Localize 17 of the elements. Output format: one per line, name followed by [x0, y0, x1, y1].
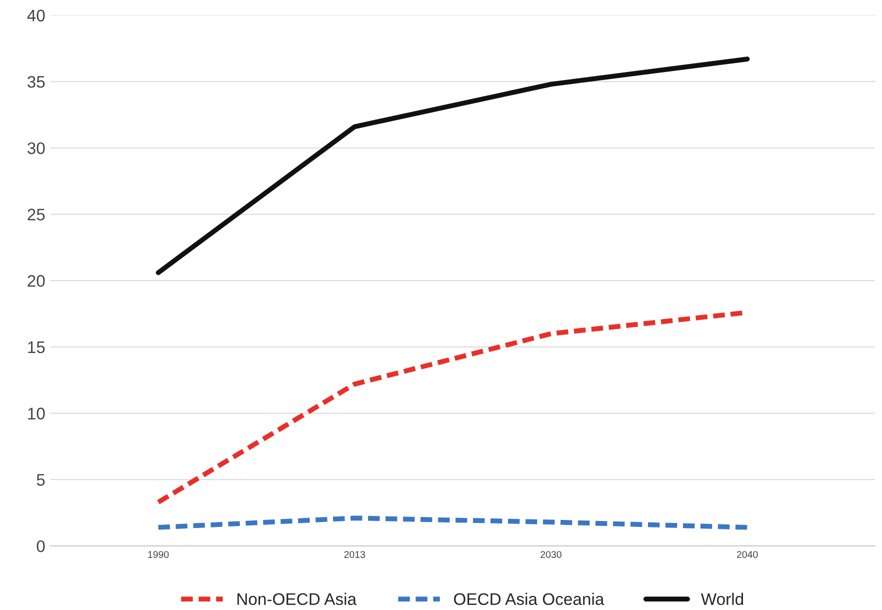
y-tick-label: 20 [28, 275, 45, 287]
y-tick-label: 10 [28, 408, 45, 420]
y-tick-label: 5 [36, 474, 45, 486]
x-tick-label: 2013 [344, 551, 366, 558]
y-tick-label: 0 [36, 540, 45, 552]
legend-label: OECD Asia Oceania [454, 592, 604, 606]
y-tick-label: 40 [27, 10, 45, 22]
y-tick-label: 25 [28, 208, 45, 220]
y-tick-label: 35 [28, 76, 45, 88]
x-tick-label: 2030 [540, 551, 562, 558]
y-tick-label: 30 [28, 142, 45, 154]
y-tick-label: 15 [28, 342, 45, 354]
x-tick-label: 2040 [736, 551, 758, 558]
x-tick-label: 1990 [148, 551, 169, 558]
legend-label: World [700, 592, 744, 606]
legend-label: Non-OECD Asia [237, 592, 357, 606]
line-series [156, 56, 750, 276]
